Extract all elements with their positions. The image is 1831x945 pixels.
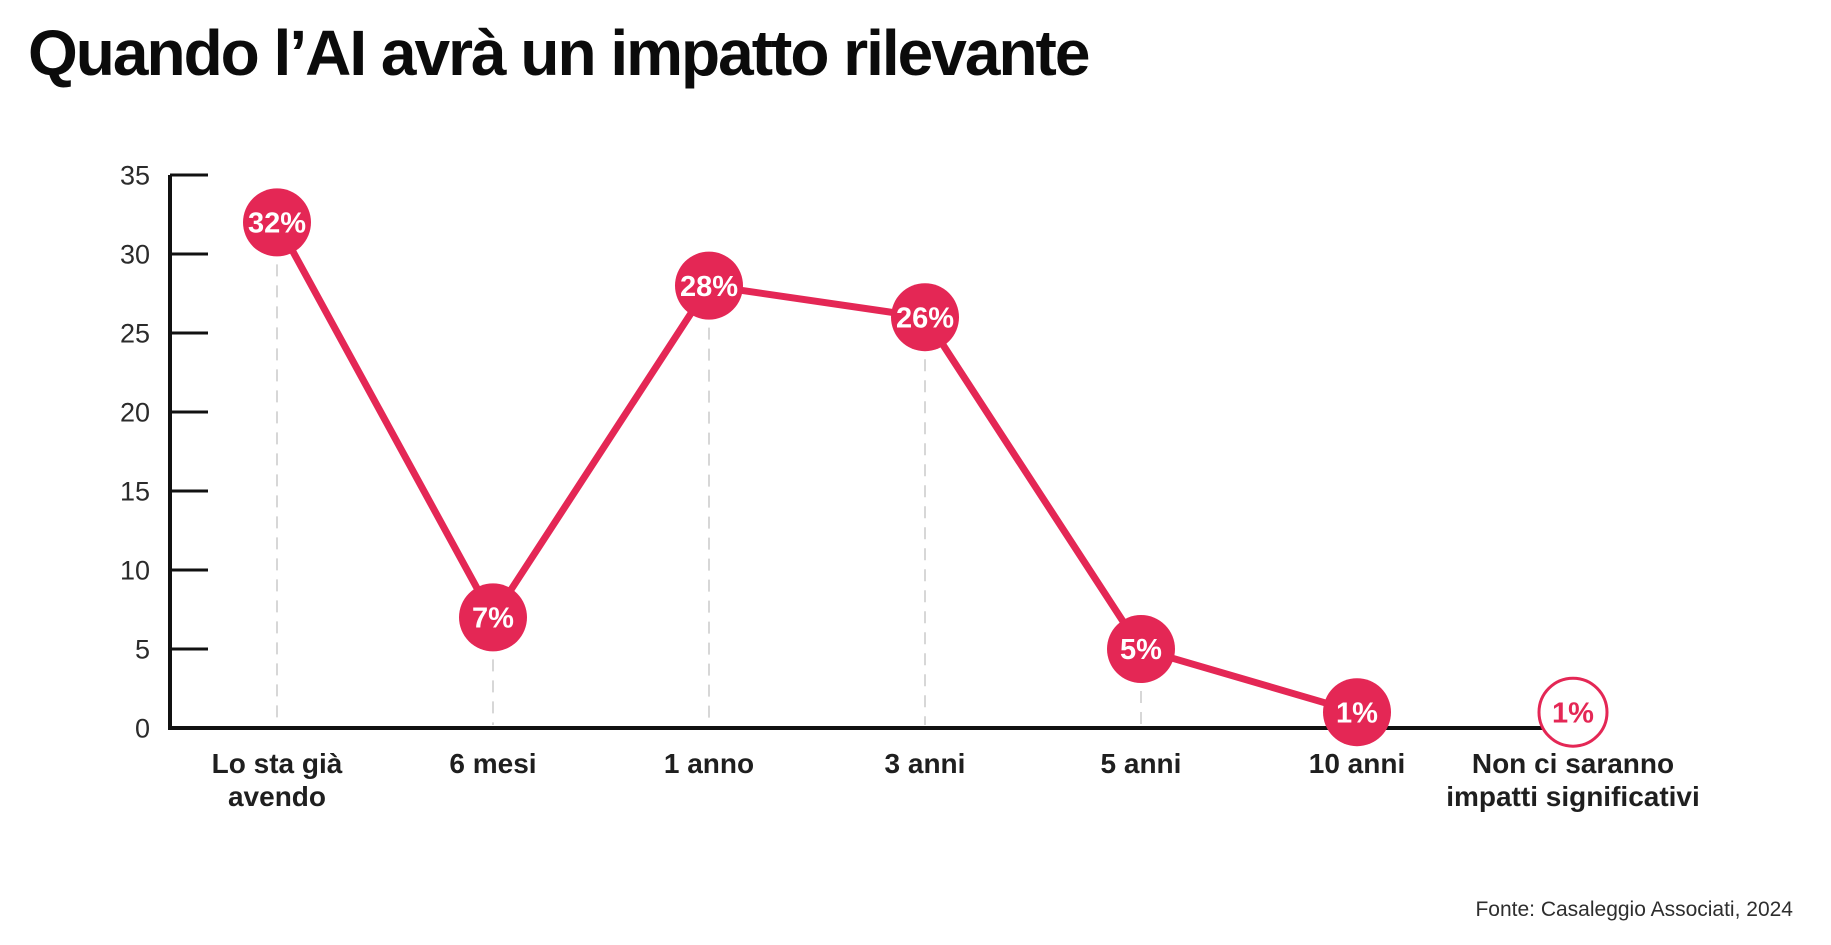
data-point-value: 26% — [896, 302, 954, 334]
data-point-marker — [891, 283, 959, 352]
data-point-value: 1% — [1552, 697, 1594, 729]
source-note: Fonte: Casaleggio Associati, 2024 — [1475, 898, 1793, 921]
data-point-value: 5% — [1120, 634, 1162, 666]
x-category-label: Non ci saranno impatti significativi — [1446, 748, 1700, 812]
y-tick-label: 5 — [135, 634, 150, 664]
data-point-value: 7% — [472, 603, 514, 635]
data-point-marker — [459, 583, 527, 652]
y-tick-label: 0 — [135, 713, 150, 743]
x-category-label: 1 anno — [664, 748, 754, 779]
y-tick-label: 20 — [120, 397, 150, 427]
data-point-marker — [1107, 615, 1175, 683]
data-point-value: 28% — [680, 271, 738, 303]
data-point-marker — [1537, 676, 1609, 748]
data-point-marker — [1323, 678, 1391, 747]
y-tick-label: 25 — [120, 318, 150, 348]
data-point-marker — [675, 251, 743, 320]
y-tick-label: 15 — [120, 476, 150, 506]
chart-title: Quando l’AI avrà un impatto rilevante — [28, 17, 1090, 89]
x-category-label: 6 mesi — [449, 748, 536, 779]
data-point-marker — [243, 188, 311, 257]
y-tick-label: 30 — [120, 239, 150, 269]
x-category-label: 5 anni — [1101, 748, 1182, 779]
x-category-label: Lo sta già avendo — [212, 748, 343, 812]
data-point-value: 32% — [248, 208, 306, 240]
data-point-value: 1% — [1336, 697, 1378, 729]
trend-line — [273, 218, 1361, 716]
x-category-label: 3 anni — [885, 748, 966, 779]
y-tick-label: 35 — [120, 160, 150, 190]
x-category-label: 10 anni — [1309, 748, 1405, 779]
y-tick-label: 10 — [120, 555, 150, 585]
